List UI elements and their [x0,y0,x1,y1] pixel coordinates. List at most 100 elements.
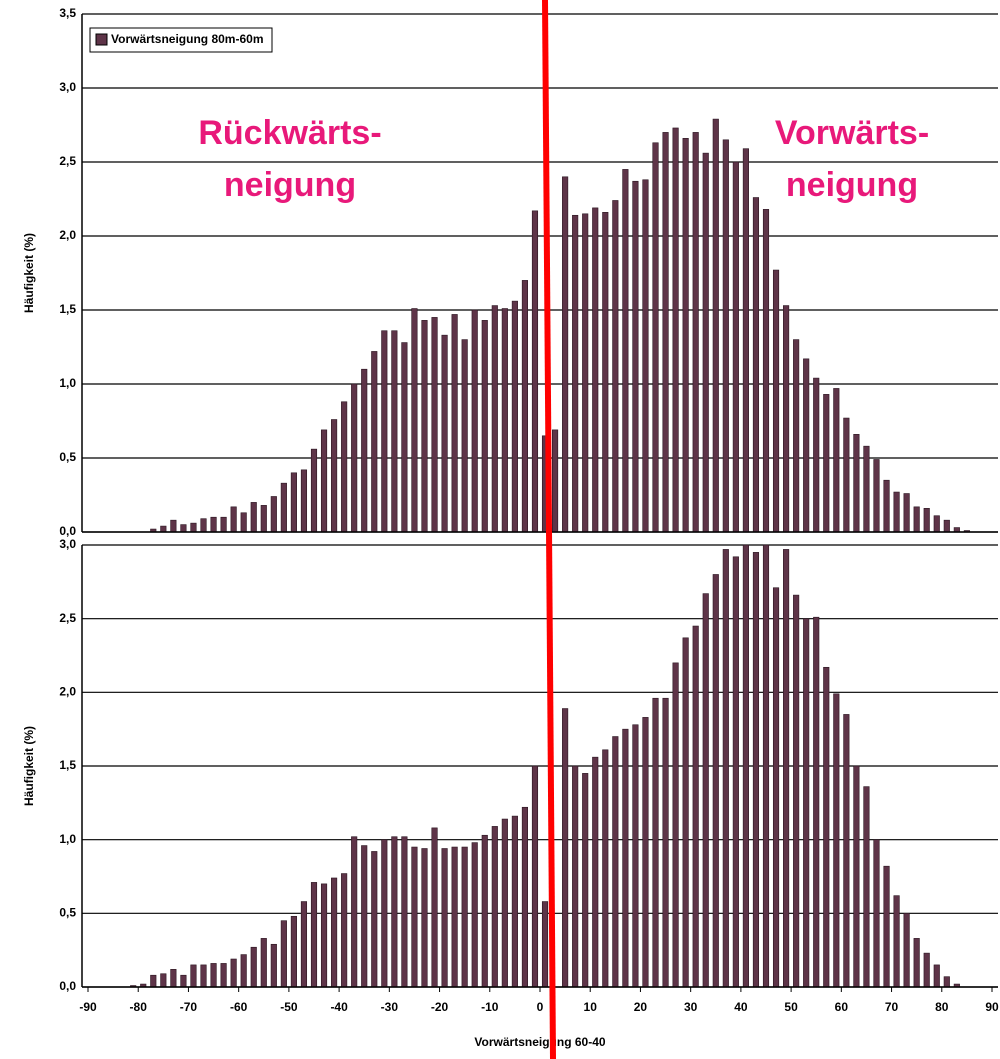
bar [280,482,287,533]
bar [190,522,197,533]
bar [552,429,559,533]
bar [682,637,689,988]
y-tick-label: 1,5 [59,302,76,316]
bar [572,214,579,533]
bar [762,209,770,533]
legend-label: Vorwärtsneigung 80m-60m [111,32,263,46]
bar [562,708,569,988]
bar [270,943,277,988]
bar [391,330,398,533]
bar [742,148,749,533]
bar [622,728,629,988]
bar [250,946,257,988]
bar [873,459,880,533]
y-axis-label: Häufigkeit (%) [22,233,36,313]
bar [632,180,639,533]
bar [351,836,358,988]
bar [371,851,378,988]
legend-swatch [95,33,108,46]
bar [803,358,810,533]
y-axis-label: Häufigkeit (%) [22,726,36,806]
bar [150,974,157,988]
bar [541,901,549,988]
bar [903,493,910,533]
bar [200,518,207,533]
bar [692,625,699,988]
x-tick-label: 40 [734,1000,748,1014]
bar [461,846,468,988]
y-tick-label: 1,5 [59,758,76,772]
bar [742,544,749,988]
bar [843,714,850,988]
bar [662,132,669,533]
bar [712,118,719,533]
bar [833,388,840,533]
bar [622,169,629,533]
x-tick-label: 70 [885,1000,899,1014]
bar [702,152,709,533]
x-tick-label: 60 [835,1000,849,1014]
bar [220,516,227,533]
bar [320,883,328,988]
bar [260,505,267,533]
bar [451,846,458,988]
bar [813,377,820,533]
bar [853,434,860,533]
bar [793,339,800,533]
bar [652,697,659,988]
bar [823,394,830,533]
bar [531,765,539,988]
bar [331,877,338,988]
bar [913,506,920,533]
bar [170,519,177,533]
bar [612,736,619,988]
bar [833,693,840,988]
annotation: Vorwärts- [775,114,929,152]
x-tick-label: 30 [684,1000,698,1014]
bar [240,512,247,533]
bar [481,320,488,533]
bar [582,773,589,988]
bar [783,305,790,533]
bar [361,845,368,988]
x-tick-label: 50 [784,1000,798,1014]
bar [682,138,689,533]
bar [883,479,890,533]
bar [471,309,478,533]
bar [250,502,257,533]
bar [511,815,518,988]
bar [491,305,498,533]
x-tick-label: -70 [180,1000,198,1014]
annotation: neigung [786,166,918,204]
bar [431,317,438,533]
bar [712,574,719,988]
bar [873,839,880,988]
bar [441,334,448,533]
y-tick-label: 2,5 [59,611,76,625]
bar [401,342,408,533]
x-tick-label: -40 [330,1000,348,1014]
bar [391,836,398,988]
annotation: neigung [224,166,356,204]
bar [280,920,287,988]
y-tick-label: 3,5 [59,6,76,20]
bar [602,212,609,533]
bar [160,525,167,533]
x-tick-label: 20 [634,1000,648,1014]
bar [341,401,348,533]
y-tick-label: 1,0 [59,832,76,846]
bar [803,618,810,988]
bar [893,491,900,533]
bar [672,662,679,988]
bar [793,594,800,988]
bar [230,958,237,988]
bar [923,508,930,533]
bar [361,368,368,533]
bar [562,176,569,533]
bar [300,901,308,988]
x-tick-label: -30 [381,1000,399,1014]
x-tick-label: -80 [130,1000,148,1014]
bar [943,519,950,533]
bar [762,544,770,988]
